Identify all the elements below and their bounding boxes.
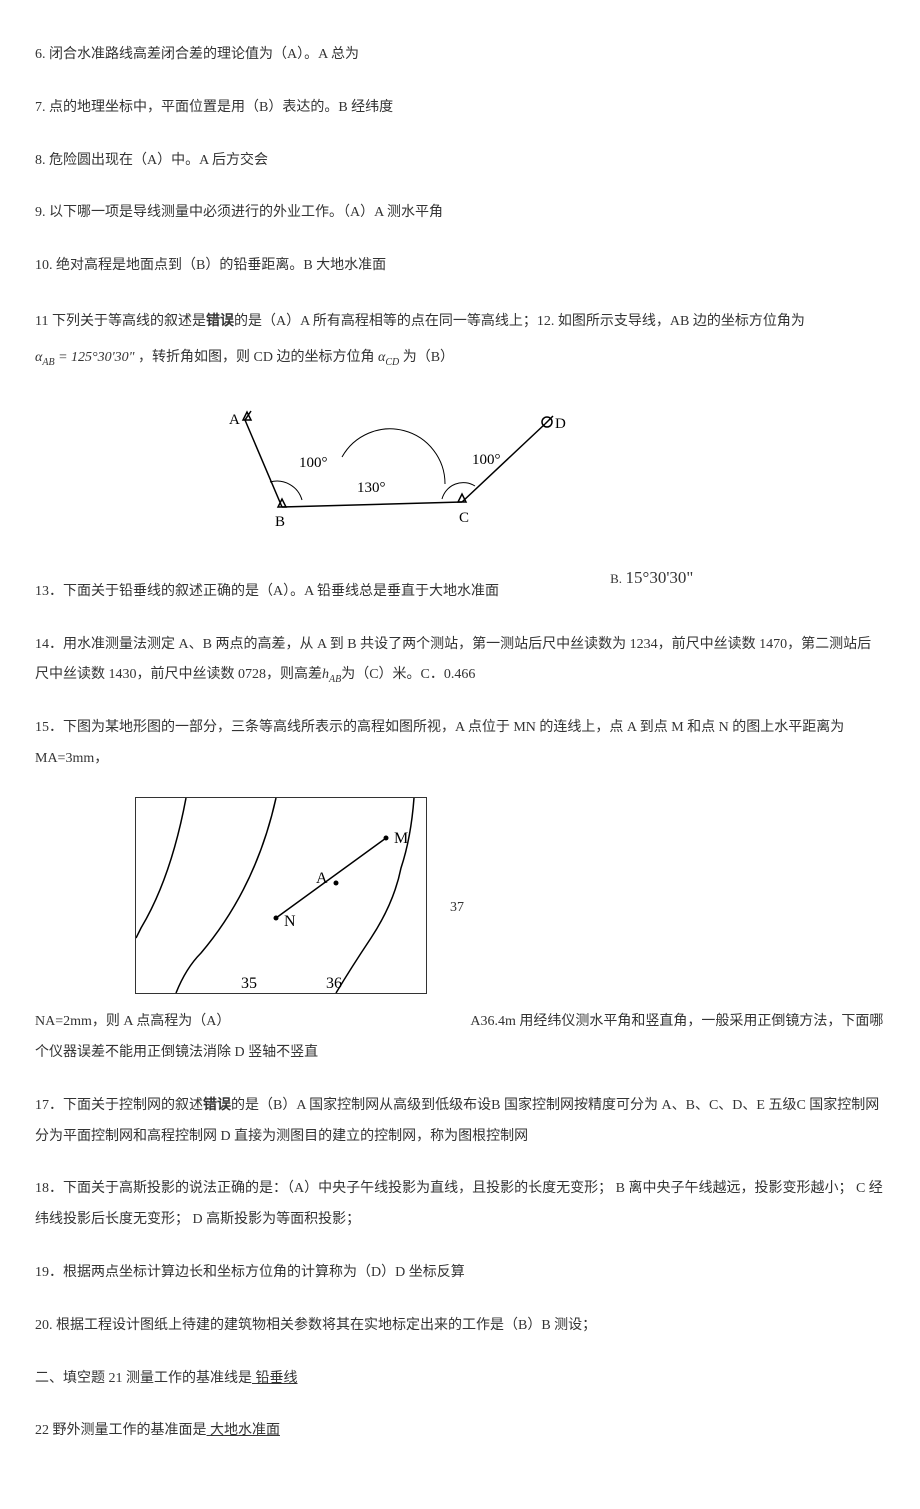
- fill-21-text: 二、填空题 21 测量工作的基准线是: [35, 1371, 252, 1386]
- q12-text-1: ，转折角如图，则 CD 边的坐标方位角: [138, 350, 374, 365]
- q15-answer-a: NA=2mm，则 A 点高程为（A）: [35, 1014, 230, 1029]
- fill-22-answer: 大地水准面: [207, 1423, 281, 1438]
- label-N: N: [284, 913, 296, 930]
- answer-12b: B. 15°30'30": [610, 564, 693, 591]
- q11-bold-word: 错误: [206, 314, 234, 329]
- question-9: 9. 以下哪一项是导线测量中必须进行的外业工作。（A）A 测水平角: [35, 198, 885, 229]
- question-6: 6. 闭合水准路线高差闭合差的理论值为（A）。A 总为: [35, 40, 885, 71]
- h-ab-formula: hAB: [322, 667, 341, 682]
- label-B: B: [275, 514, 285, 530]
- contour-37: 37: [450, 897, 464, 919]
- q11-text-part2: 的是（A）A 所有高程相等的点在同一等高线上；12. 如图所示支导线，AB 边的…: [234, 314, 805, 329]
- alpha-cd-formula: αCD: [378, 350, 399, 365]
- angle-100-b: 100°: [299, 455, 328, 471]
- fill-blank-22: 22 野外测量工作的基准面是 大地水准面: [35, 1416, 885, 1447]
- question-11-12: 11 下列关于等高线的叙述是错误的是（A）A 所有高程相等的点在同一等高线上；1…: [35, 304, 885, 377]
- fill-21-answer: 铅垂线: [252, 1371, 298, 1386]
- angle-100-c: 100°: [472, 452, 501, 468]
- alpha-sub-cd: CD: [385, 357, 399, 368]
- diagram-12-container: A B C D 100° 130° 100° B. 15°30'30": [35, 402, 885, 532]
- q12-text-2: 为（B）: [403, 350, 454, 365]
- label-A-contour: A: [316, 870, 328, 887]
- question-19: 19．根据两点坐标计算边长和坐标方位角的计算称为（D）D 坐标反算: [35, 1258, 885, 1289]
- q14-text-2: 为（C）米。C．0.466: [341, 667, 475, 682]
- angle-130: 130°: [357, 480, 386, 496]
- question-8: 8. 危险圆出现在（A）中。A 后方交会: [35, 146, 885, 177]
- label-C: C: [459, 510, 469, 526]
- question-13: 13．下面关于铅垂线的叙述正确的是（A）。A 铅垂线总是垂直于大地水准面: [35, 577, 885, 608]
- label-D: D: [555, 416, 566, 432]
- q17-bold-word: 错误: [203, 1098, 231, 1113]
- question-15-part1: 15．下图为某地形图的一部分，三条等高线所表示的高程如图所视，A 点位于 MN …: [35, 713, 885, 775]
- question-14: 14．用水准测量法测定 A、B 两点的高差，从 A 到 B 共设了两个测站，第一…: [35, 630, 885, 692]
- h-sub-ab: AB: [329, 674, 341, 685]
- diagram-15-container: M A N 35 36 37: [35, 797, 885, 1002]
- contour-36: 36: [326, 975, 342, 992]
- q11-text-part1: 11 下列关于等高线的叙述是: [35, 314, 206, 329]
- fill-22-text: 22 野外测量工作的基准面是: [35, 1423, 207, 1438]
- question-10: 10. 绝对高程是地面点到（B）的铅垂距离。B 大地水准面: [35, 251, 885, 282]
- question-15-16: NA=2mm，则 A 点高程为（A）A36.4m 用经纬仪测水平角和竖直角，一般…: [35, 1007, 885, 1069]
- question-7: 7. 点的地理坐标中，平面位置是用（B）表达的。B 经纬度: [35, 93, 885, 124]
- answer-b-value: 15°30'30": [626, 568, 694, 587]
- label-M: M: [394, 830, 408, 847]
- h-symbol: h: [322, 667, 329, 682]
- traverse-diagram: A B C D 100° 130° 100°: [227, 402, 567, 532]
- answer-b-label: B.: [610, 571, 622, 586]
- label-A: A: [229, 412, 240, 428]
- alpha-ab-formula: αAB = 125°30'30": [35, 350, 135, 365]
- contour-35: 35: [241, 975, 257, 992]
- question-20: 20. 根据工程设计图纸上待建的建筑物相关参数将其在实地标定出来的工作是（B）B…: [35, 1311, 885, 1342]
- question-18: 18．下面关于高斯投影的说法正确的是：（A）中央子午线投影为直线，且投影的长度无…: [35, 1174, 885, 1236]
- fill-blank-21: 二、填空题 21 测量工作的基准线是 铅垂线: [35, 1364, 885, 1395]
- alpha-value: = 125°30'30": [55, 350, 135, 365]
- contour-diagram: M A N 35 36: [135, 797, 427, 994]
- alpha-sub-ab: AB: [42, 357, 54, 368]
- q17-text-1: 17．下面关于控制网的叙述: [35, 1098, 203, 1113]
- question-17: 17．下面关于控制网的叙述错误的是（B）A 国家控制网从高级到低级布设B 国家控…: [35, 1091, 885, 1153]
